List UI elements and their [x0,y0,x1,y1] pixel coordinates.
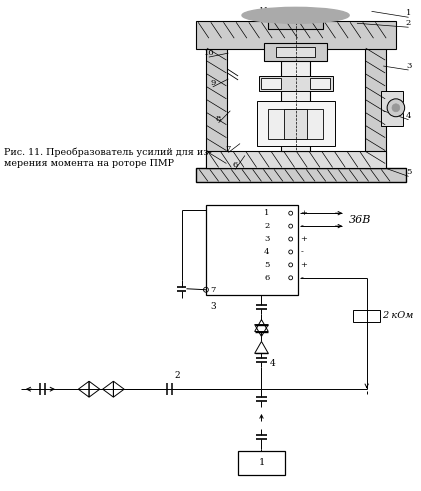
Text: 1: 1 [264,209,269,217]
Bar [206,151,386,168]
Text: 4: 4 [406,112,411,120]
Bar [264,43,327,61]
Text: 3: 3 [211,302,216,311]
Circle shape [387,99,405,117]
Text: 2: 2 [264,222,269,230]
Bar [268,15,323,29]
Text: 11: 11 [259,7,270,15]
Bar [206,205,298,295]
Bar [258,76,333,91]
Ellipse shape [242,7,349,23]
Bar [196,168,406,182]
Text: 3: 3 [406,62,411,70]
Text: +: + [301,209,307,217]
Text: 5: 5 [406,168,411,176]
Bar [284,109,307,138]
Text: -: - [301,274,303,282]
Text: 5: 5 [264,261,269,269]
Bar [381,91,403,126]
Text: +: + [301,235,307,243]
Text: 10: 10 [204,49,214,57]
Text: 2: 2 [406,19,411,27]
Text: 7: 7 [210,286,215,294]
Bar [353,310,380,322]
Bar [257,101,335,145]
Text: +: + [301,261,307,269]
Text: 8: 8 [216,115,221,123]
Bar [196,21,396,49]
Text: 3: 3 [264,235,269,243]
Bar [268,109,323,138]
Text: 4: 4 [269,359,275,368]
Circle shape [392,104,400,112]
Bar [310,78,330,89]
Bar [276,47,315,57]
Text: -: - [301,222,303,230]
Bar [261,78,281,89]
Text: 36В: 36В [349,215,371,225]
Bar [365,46,386,168]
Text: 7: 7 [226,144,231,153]
Text: 1: 1 [406,9,411,17]
Bar [281,47,310,151]
Text: 6: 6 [264,274,269,282]
Text: Рис. 11. Преобразователь усилий для из-: Рис. 11. Преобразователь усилий для из- [4,148,212,157]
Text: мерения момента на роторе ПМР: мерения момента на роторе ПМР [4,159,174,168]
Text: 1: 1 [258,458,265,467]
Text: 6: 6 [232,162,238,169]
Bar [206,46,227,168]
Text: 2: 2 [175,371,181,380]
Text: -: - [301,248,303,256]
Text: 4: 4 [264,248,269,256]
Bar [238,451,285,475]
Text: 9: 9 [210,79,216,87]
Text: 2 кОм: 2 кОм [382,311,414,320]
